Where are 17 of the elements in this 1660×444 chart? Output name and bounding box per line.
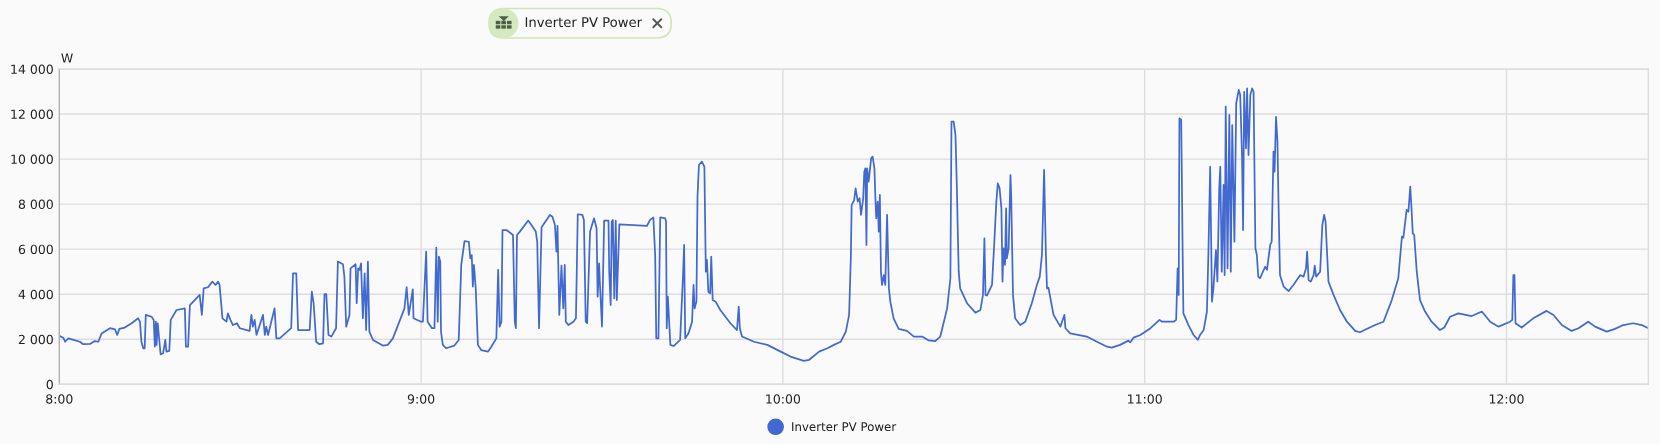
x-tick-label: 12:00 bbox=[1489, 394, 1524, 404]
legend-label: Inverter PV Power bbox=[792, 422, 897, 432]
y-tick-label: 0 bbox=[46, 379, 53, 390]
chart-title: Inverter PV Power bbox=[525, 17, 643, 28]
x-tick-label: 8:00 bbox=[46, 394, 73, 404]
x-tick-label: 10:00 bbox=[766, 394, 801, 404]
x-tick-label: 9:00 bbox=[407, 394, 435, 404]
line-series bbox=[59, 87, 1649, 362]
y-tick-label: 6 000 bbox=[18, 244, 53, 255]
y-tick-label: 2 000 bbox=[18, 334, 53, 345]
y-axis-title: W bbox=[61, 53, 73, 63]
y-tick-label: 8 000 bbox=[18, 199, 53, 210]
y-tick-label: 12 000 bbox=[11, 109, 53, 119]
y-tick-label: 4 000 bbox=[18, 289, 53, 300]
y-tick-label: 14 000 bbox=[11, 64, 53, 74]
x-tick-label: 11:00 bbox=[1128, 394, 1162, 404]
y-tick-label: 10 000 bbox=[11, 154, 53, 165]
